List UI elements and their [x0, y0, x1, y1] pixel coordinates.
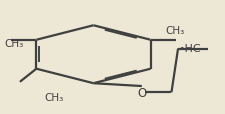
Text: CH₃: CH₃ — [4, 39, 23, 49]
Text: CH₃: CH₃ — [164, 26, 183, 35]
Text: O: O — [137, 86, 146, 99]
Text: •HC: •HC — [177, 44, 200, 53]
Text: CH₃: CH₃ — [44, 92, 63, 102]
